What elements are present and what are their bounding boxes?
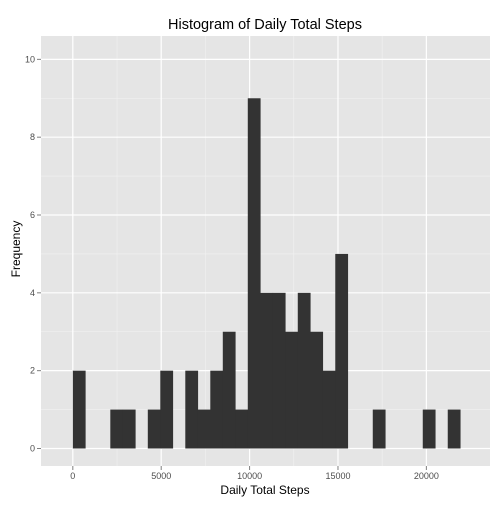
histogram-bar	[210, 370, 224, 449]
y-tick-label: 4	[30, 288, 35, 298]
histogram-bar	[247, 98, 261, 449]
y-axis-title: Frequency	[9, 221, 23, 278]
y-tick-label: 6	[30, 210, 35, 220]
histogram-bar	[372, 409, 386, 449]
histogram-bar	[222, 331, 236, 449]
chart-title: Histogram of Daily Total Steps	[168, 17, 362, 33]
histogram-bar	[272, 292, 286, 449]
histogram-bar	[235, 409, 249, 449]
histogram-bar	[260, 292, 274, 449]
y-tick-label: 10	[25, 54, 35, 64]
histogram-bar	[185, 370, 199, 449]
x-axis-title: Daily Total Steps	[220, 483, 309, 497]
histogram-bar	[122, 409, 136, 449]
histogram-bar	[322, 370, 336, 449]
x-tick-label: 15000	[325, 471, 350, 481]
histogram-bar	[72, 370, 86, 449]
x-tick-label: 10000	[237, 471, 262, 481]
y-tick-label: 0	[30, 443, 35, 453]
histogram-bar	[447, 409, 461, 449]
y-tick-label: 2	[30, 366, 35, 376]
x-tick-label: 5000	[151, 471, 171, 481]
histogram-bar	[160, 370, 174, 449]
y-tick-label: 8	[30, 132, 35, 142]
x-axis-ticks: 0 5000 10000 15000 20000	[70, 466, 439, 481]
histogram-bar	[422, 409, 436, 449]
histogram-bar	[285, 331, 299, 449]
x-tick-label: 20000	[414, 471, 439, 481]
histogram-bar	[147, 409, 161, 449]
y-axis-ticks: 0 2 4 6 8 10	[25, 54, 41, 453]
histogram-bar	[110, 409, 124, 449]
x-tick-label: 0	[70, 471, 75, 481]
histogram-bars	[72, 98, 461, 449]
histogram-bar	[197, 409, 211, 449]
histogram-bar	[335, 253, 349, 449]
histogram-bar	[310, 331, 324, 449]
histogram-bar	[297, 292, 311, 449]
